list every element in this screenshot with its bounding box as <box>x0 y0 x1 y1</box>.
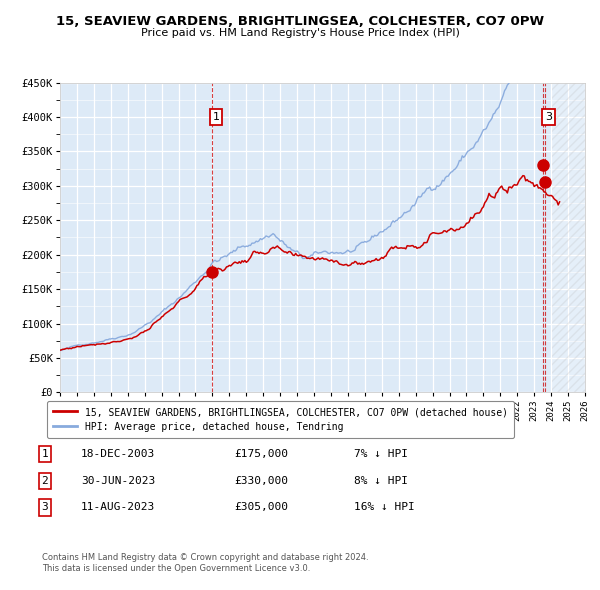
Text: Price paid vs. HM Land Registry's House Price Index (HPI): Price paid vs. HM Land Registry's House … <box>140 28 460 38</box>
Text: 3: 3 <box>545 112 552 122</box>
Legend: 15, SEAVIEW GARDENS, BRIGHTLINGSEA, COLCHESTER, CO7 0PW (detached house), HPI: A: 15, SEAVIEW GARDENS, BRIGHTLINGSEA, COLC… <box>47 401 514 438</box>
Text: 8% ↓ HPI: 8% ↓ HPI <box>354 476 408 486</box>
Text: 15, SEAVIEW GARDENS, BRIGHTLINGSEA, COLCHESTER, CO7 0PW: 15, SEAVIEW GARDENS, BRIGHTLINGSEA, COLC… <box>56 15 544 28</box>
Bar <box>553 83 585 392</box>
Text: 7% ↓ HPI: 7% ↓ HPI <box>354 450 408 459</box>
Text: 2: 2 <box>41 476 49 486</box>
Text: 1: 1 <box>212 112 220 122</box>
Text: 30-JUN-2023: 30-JUN-2023 <box>81 476 155 486</box>
Text: 16% ↓ HPI: 16% ↓ HPI <box>354 503 415 512</box>
Text: 3: 3 <box>41 503 49 512</box>
Text: Contains HM Land Registry data © Crown copyright and database right 2024.: Contains HM Land Registry data © Crown c… <box>42 553 368 562</box>
Text: This data is licensed under the Open Government Licence v3.0.: This data is licensed under the Open Gov… <box>42 565 310 573</box>
Text: £330,000: £330,000 <box>234 476 288 486</box>
Text: 1: 1 <box>41 450 49 459</box>
Text: 18-DEC-2003: 18-DEC-2003 <box>81 450 155 459</box>
Text: £175,000: £175,000 <box>234 450 288 459</box>
Text: 11-AUG-2023: 11-AUG-2023 <box>81 503 155 512</box>
Text: £305,000: £305,000 <box>234 503 288 512</box>
